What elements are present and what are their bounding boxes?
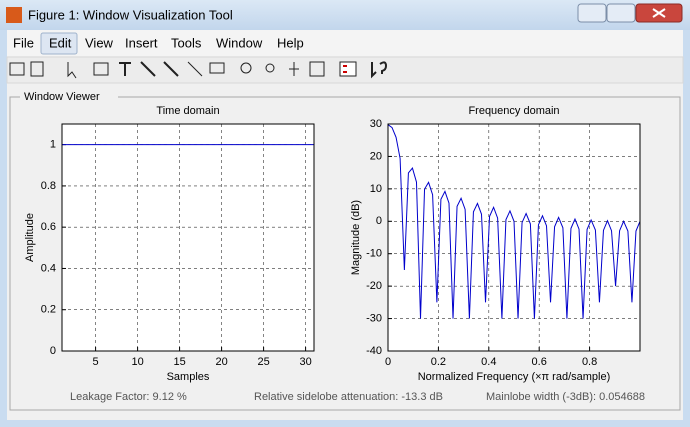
y-tick-label: 10 — [370, 183, 382, 195]
menu-highlight — [40, 32, 78, 55]
pin-button[interactable] — [209, 62, 225, 74]
double-arrow-button[interactable] — [140, 61, 156, 77]
x-tick-label: 30 — [299, 356, 311, 368]
title-bar — [0, 0, 690, 30]
axes-title: Frequency domain — [468, 105, 559, 117]
menu-item[interactable]: Window — [216, 35, 263, 50]
plot-area — [62, 124, 314, 351]
legend-button[interactable] — [339, 61, 357, 77]
x-tick-label: 0 — [385, 356, 391, 368]
y-axis-label: Magnitude (dB) — [350, 200, 362, 275]
select-button[interactable] — [67, 62, 77, 79]
y-tick-label: 0 — [376, 215, 382, 227]
y-tick-label: 1 — [50, 139, 56, 151]
toolbar-icons — [9, 61, 388, 79]
x-tick-label: 0.8 — [582, 356, 597, 368]
zoom-in-button[interactable] — [240, 62, 252, 74]
maximize-button[interactable] — [606, 3, 636, 23]
y-tick-label: -10 — [366, 248, 382, 260]
panel-border — [9, 96, 681, 411]
y-tick-label: 0.6 — [41, 221, 56, 233]
panel-title: Window Viewer — [24, 91, 100, 103]
y-tick-label: -20 — [366, 280, 382, 292]
x-tick-label: 0.6 — [532, 356, 547, 368]
help-button[interactable] — [371, 61, 388, 79]
menu-item[interactable]: Edit — [49, 35, 72, 50]
minimize-button[interactable] — [577, 3, 607, 23]
print-button[interactable] — [9, 62, 25, 76]
y-tick-label: 0.8 — [41, 180, 56, 192]
y-tick-label: -40 — [366, 345, 382, 357]
x-tick-label: 10 — [131, 356, 143, 368]
status-text: Relative sidelobe attenuation: -13.3 dB — [254, 391, 443, 403]
y-tick-label: 20 — [370, 150, 382, 162]
axes-title: Time domain — [156, 105, 219, 117]
menu-item[interactable]: View — [85, 35, 114, 50]
plot-layer — [388, 124, 640, 319]
x-tick-label: 25 — [257, 356, 269, 368]
x-tick-label: 5 — [93, 356, 99, 368]
app-icon — [6, 7, 22, 23]
window-title: Figure 1: Window Visualization Tool — [28, 7, 233, 22]
axes: Time domain Samples Amplitude 5 10 15 20 25 30 0 0… — [24, 105, 315, 383]
menu-item[interactable]: Help — [277, 35, 304, 50]
menu-item[interactable]: Insert — [125, 35, 158, 50]
status-text: Leakage Factor: 9.12 % — [70, 391, 187, 403]
zoom-out-button[interactable] — [265, 63, 275, 73]
y-tick-label: 0.2 — [41, 304, 56, 316]
panel-title-bg — [20, 90, 118, 104]
y-tick-label: 30 — [370, 118, 382, 130]
y-tick-label: -30 — [366, 312, 382, 324]
menu-item[interactable]: Tools — [171, 35, 202, 50]
x-tick-label: 0.2 — [431, 356, 446, 368]
x-tick-label: 20 — [215, 356, 227, 368]
arrow-button[interactable] — [163, 61, 179, 77]
fit-button[interactable] — [309, 61, 325, 77]
axes: Frequency domain Normalized Frequency (×π… — [350, 105, 641, 383]
x-tick-label: 0.4 — [481, 356, 496, 368]
menu-item[interactable]: File — [13, 35, 34, 50]
axes-frame — [61, 123, 315, 352]
line-button[interactable] — [187, 61, 203, 77]
axes-frame — [387, 123, 641, 352]
status-text: Mainlobe width (-3dB): 0.054688 — [486, 391, 645, 403]
print-preview-button[interactable] — [30, 61, 44, 77]
y-axis-label: Amplitude — [24, 213, 36, 262]
menu-bar — [7, 30, 683, 56]
y-tick-label: 0 — [50, 345, 56, 357]
pan-button[interactable] — [289, 62, 299, 76]
x-axis-label: Normalized Frequency (×π rad/sample) — [418, 371, 611, 383]
close-icon — [652, 8, 666, 18]
x-axis-label: Samples — [167, 371, 210, 383]
data-line — [388, 124, 640, 319]
x-tick-label: 15 — [173, 356, 185, 368]
text-button[interactable] — [119, 62, 131, 76]
plot-area — [388, 124, 640, 351]
rectangle-button[interactable] — [93, 62, 109, 76]
legend-icon — [343, 65, 347, 73]
y-tick-label: 0.4 — [41, 262, 56, 274]
